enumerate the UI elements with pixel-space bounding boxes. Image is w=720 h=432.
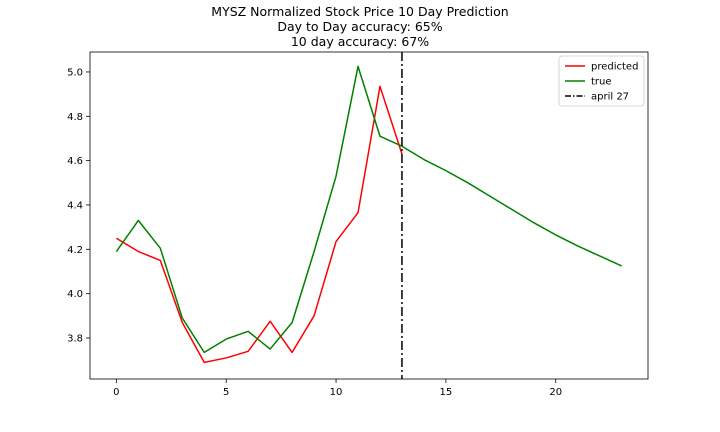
axes-frame bbox=[89, 51, 649, 380]
legend-label: predicted bbox=[591, 62, 638, 73]
y-tick-label: 4.2 bbox=[67, 245, 83, 256]
y-tick-label: 3.8 bbox=[67, 333, 83, 344]
plot-area bbox=[115, 52, 622, 379]
x-tick-label: 0 bbox=[113, 387, 119, 398]
series-line-predicted bbox=[115, 85, 403, 364]
series-line-true bbox=[115, 65, 622, 354]
legend-box bbox=[558, 55, 645, 107]
legend: predicted true april 27 bbox=[558, 55, 645, 107]
chart-title-line-2: Day to Day accuracy: 65% bbox=[277, 19, 443, 34]
chart-title-line-3: 10 day accuracy: 67% bbox=[290, 34, 430, 49]
x-tick-label: 15 bbox=[440, 387, 453, 398]
x-tick-label: 10 bbox=[330, 387, 343, 398]
axes: 0 5 10 15 20 3.8 4.0 4.2 4.4 4.6 4.8 5.0 bbox=[67, 51, 649, 398]
y-tick-label: 4.8 bbox=[67, 112, 83, 123]
legend-label: april 27 bbox=[591, 92, 629, 103]
y-tick-label: 4.0 bbox=[67, 289, 83, 300]
x-tick-label: 5 bbox=[223, 387, 229, 398]
y-tick-label: 4.4 bbox=[67, 200, 83, 211]
y-tick-label: 4.6 bbox=[67, 156, 83, 167]
legend-label: true bbox=[591, 77, 612, 88]
y-tick-label: 5.0 bbox=[67, 67, 83, 78]
chart-title-line-1: MYSZ Normalized Stock Price 10 Day Predi… bbox=[211, 4, 509, 19]
x-tick-label: 20 bbox=[549, 387, 562, 398]
